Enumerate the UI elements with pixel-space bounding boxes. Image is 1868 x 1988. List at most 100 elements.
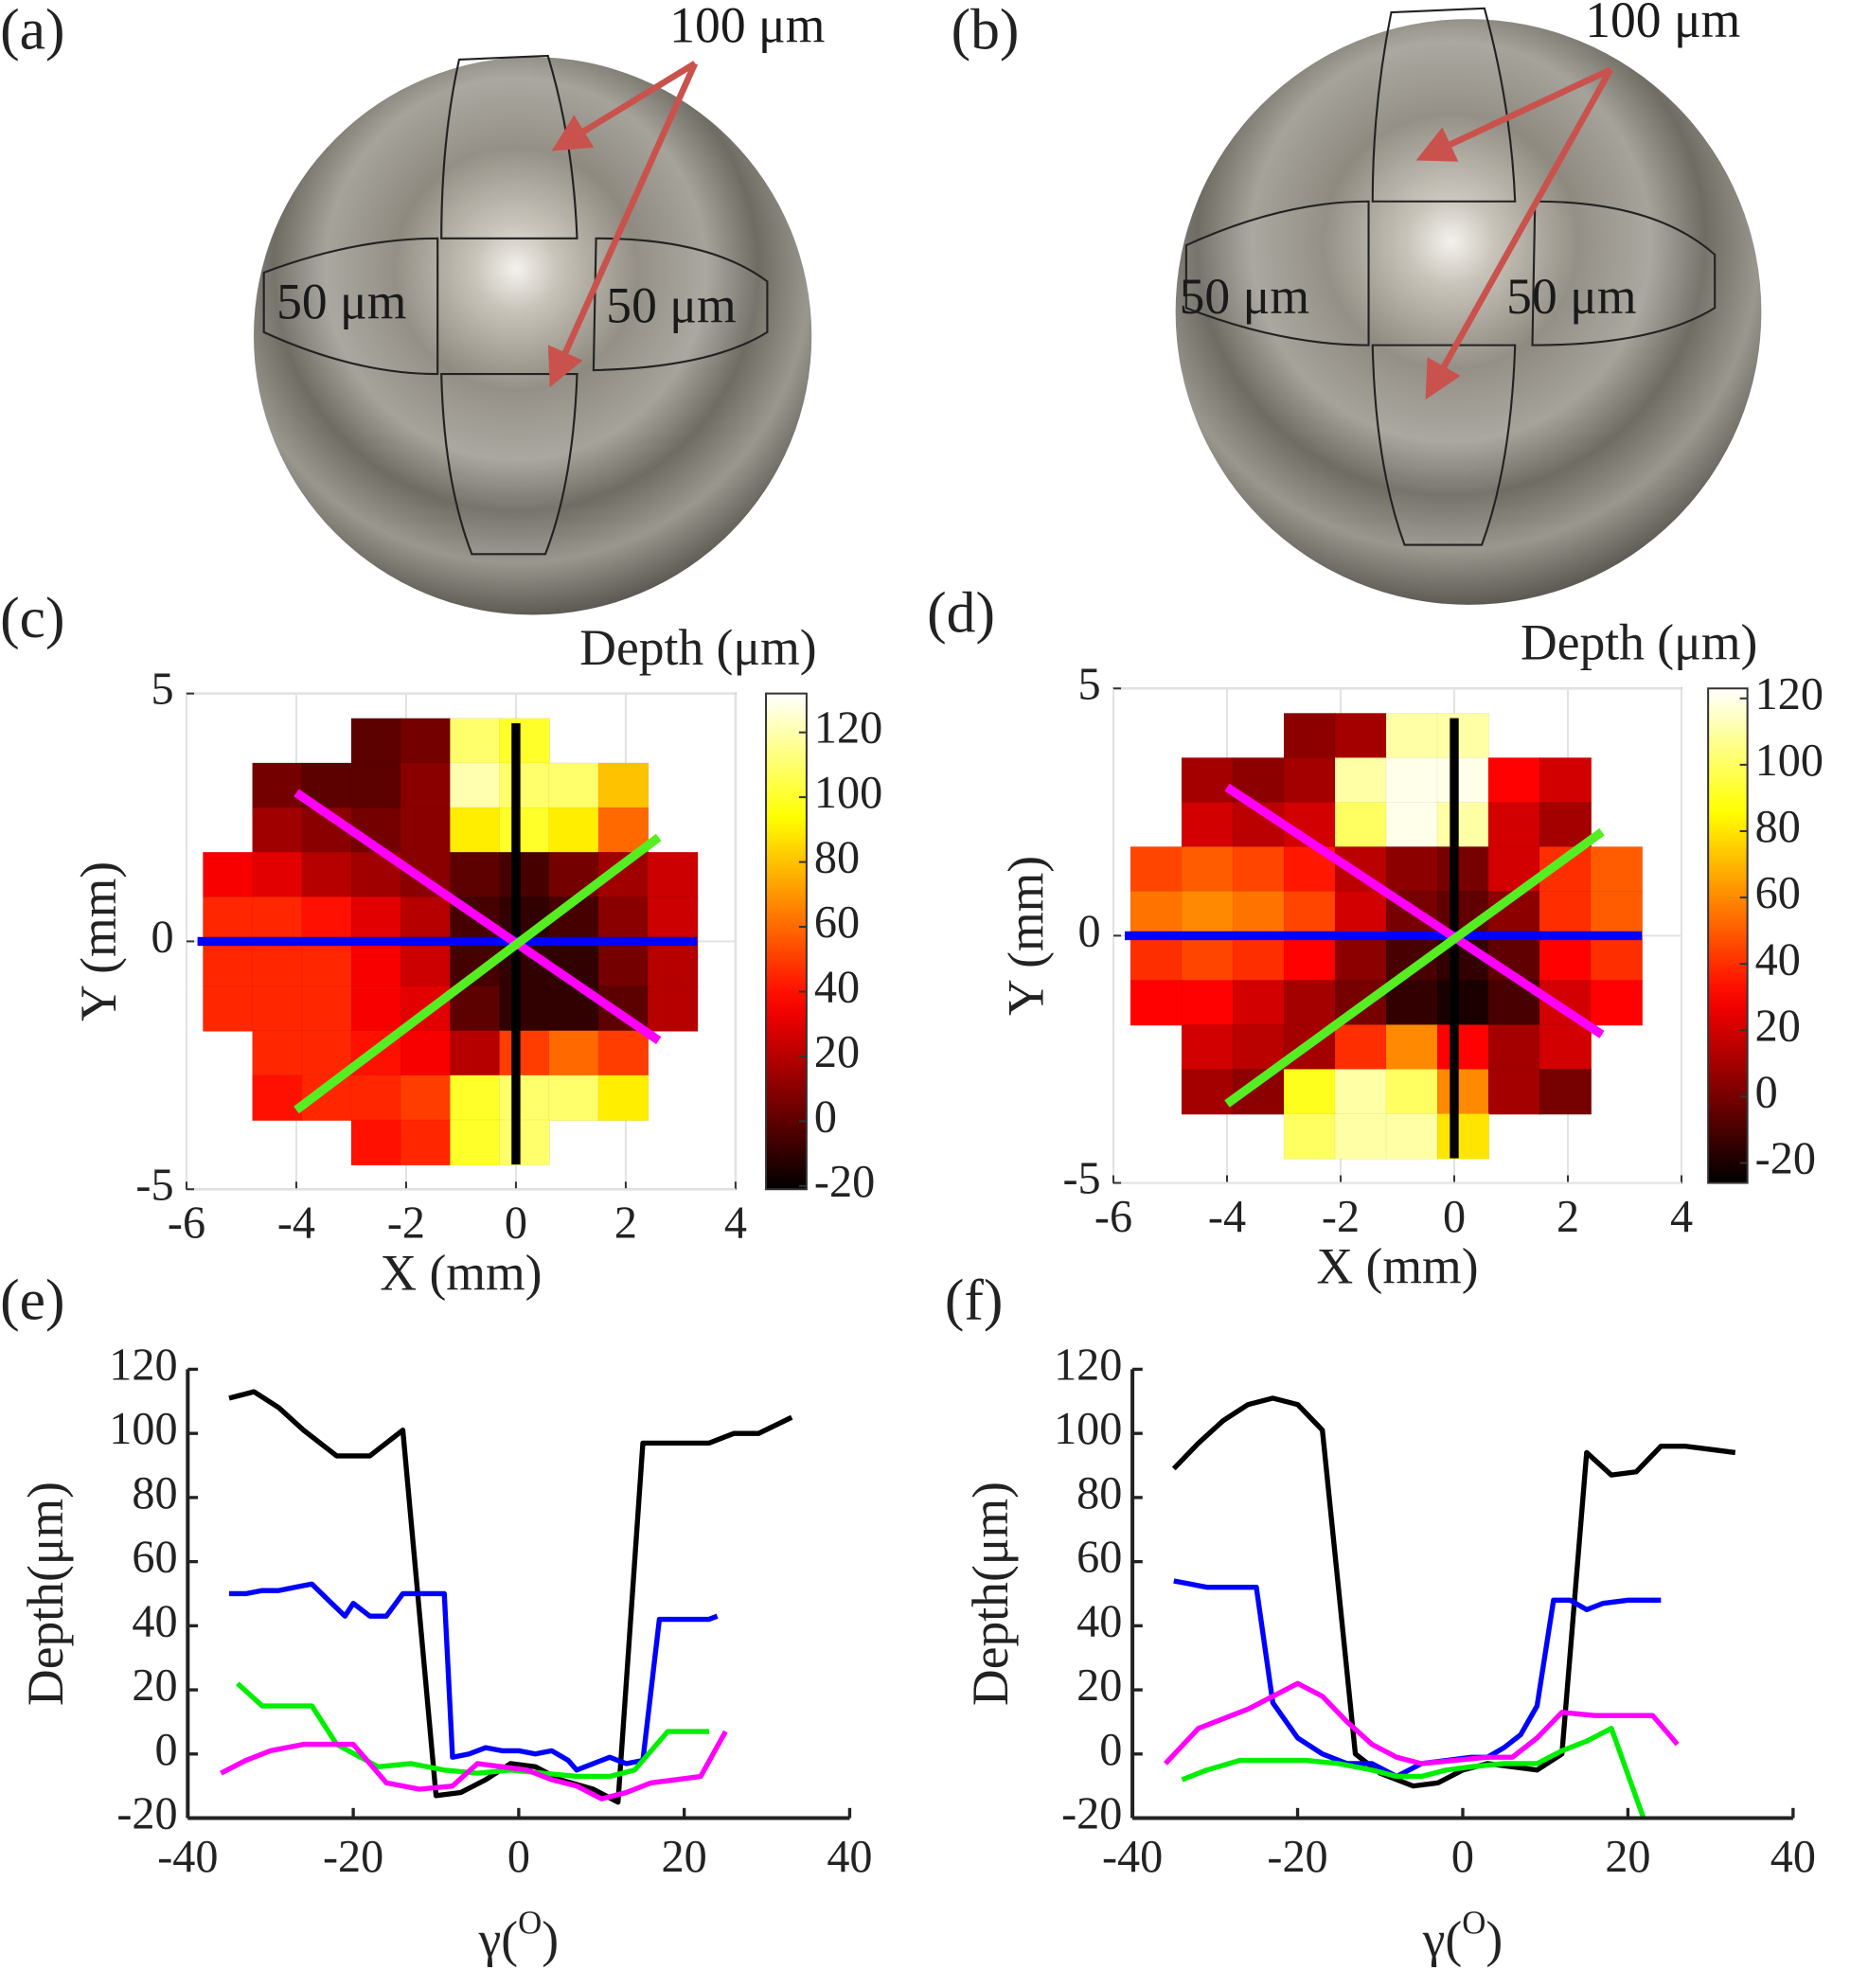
- heat-cell: [1334, 757, 1388, 804]
- profile-line: [1224, 827, 1605, 1108]
- y-axis-label: Depth(μm): [962, 1482, 1019, 1706]
- x-tick-label: 2: [1557, 1192, 1579, 1242]
- heat-cell: [1181, 935, 1235, 982]
- heat-cell: [350, 1074, 402, 1122]
- profile-line: [1224, 783, 1605, 1038]
- sphere-a: [253, 54, 812, 615]
- y-tick-label: -20: [116, 1789, 177, 1839]
- heat-cell: [350, 985, 402, 1032]
- data-line: [236, 1681, 709, 1780]
- heat-cell: [400, 807, 452, 854]
- y-tick-label: 5: [151, 665, 173, 715]
- heat-cell: [499, 718, 550, 765]
- x-tick-label: 0: [1451, 1832, 1474, 1882]
- panel-label: (b): [952, 0, 1020, 62]
- sphere: [253, 57, 812, 615]
- colorbar-tick-label: 60: [814, 897, 860, 948]
- heat-cell: [597, 941, 649, 987]
- heat-cell: [252, 1074, 303, 1122]
- heat-cell: [1487, 757, 1541, 804]
- x-tick-label: -40: [1102, 1832, 1163, 1882]
- width-label: 50 μm: [1506, 268, 1636, 325]
- heat-cell: [301, 851, 353, 898]
- colorbar: [1707, 687, 1749, 1184]
- depth-label: 100 μm: [1585, 0, 1740, 48]
- colorbar-tick-label: 80: [814, 833, 860, 883]
- heat-cell: [499, 1119, 550, 1166]
- heat-cell: [1181, 802, 1235, 848]
- heat-cell: [400, 762, 452, 809]
- y-tick-label: 40: [1076, 1596, 1122, 1646]
- arrows: [1415, 66, 1613, 400]
- heat-cell: [1385, 757, 1439, 804]
- x-axis-label: X (mm): [380, 1244, 542, 1301]
- heat-cell: [1590, 980, 1644, 1026]
- heat-cell: [597, 896, 649, 943]
- x-tick-label: 40: [1770, 1832, 1816, 1882]
- heat-cell: [1334, 1024, 1388, 1071]
- heat-cell: [400, 1074, 452, 1122]
- x-tick-label: -20: [1267, 1832, 1327, 1882]
- heat-cell: [1334, 891, 1388, 937]
- heat-cell: [350, 762, 402, 809]
- heat-cell: [499, 1030, 550, 1076]
- panel-label: (c): [0, 586, 64, 650]
- heat-cell: [252, 1030, 303, 1076]
- heat-cell: [400, 718, 452, 765]
- colorbar-tick-label: 20: [814, 1027, 860, 1077]
- x-tick-label: -40: [157, 1832, 218, 1882]
- heat-cell: [1385, 1113, 1439, 1160]
- heat-cell: [1283, 1069, 1337, 1115]
- heat-cell: [1334, 802, 1388, 848]
- x-axis-label-part: γ(: [1422, 1911, 1463, 1968]
- data-line: [228, 1389, 793, 1805]
- x-tick-label: 0: [1443, 1192, 1466, 1242]
- x-axis-label-part: γ(: [478, 1911, 519, 1968]
- heat-cell: [1181, 980, 1235, 1026]
- x-axis-label: X (mm): [1316, 1238, 1478, 1295]
- heat-cell: [1385, 980, 1439, 1026]
- x-tick-label: -2: [1322, 1192, 1360, 1242]
- heat-cell: [1232, 980, 1286, 1026]
- heat-cell: [350, 941, 402, 987]
- heat-cell: [1436, 713, 1490, 759]
- heat-cell: [1385, 802, 1439, 848]
- heat-cell: [647, 851, 699, 898]
- heat-cell: [301, 985, 353, 1032]
- heat-cell: [1283, 713, 1337, 759]
- heat-cell: [450, 1030, 501, 1076]
- colorbar-tick-label: 120: [1755, 669, 1824, 719]
- x-tick-label: -4: [1208, 1192, 1246, 1242]
- heat-cell: [1334, 1113, 1388, 1160]
- y-tick-label: 100: [109, 1404, 177, 1454]
- colorbar-tick-label: 100: [1755, 736, 1824, 786]
- heat-cell: [203, 941, 254, 987]
- x-tick-label: -6: [1094, 1192, 1132, 1242]
- x-tick-label: -4: [277, 1198, 315, 1248]
- heat-cell: [1130, 846, 1183, 893]
- colorbar: [765, 692, 808, 1191]
- heat-cell: [597, 807, 649, 854]
- heat-cell: [1283, 891, 1337, 937]
- heat-cell: [1130, 935, 1183, 982]
- heat-cell: [1436, 1069, 1490, 1115]
- heat-cell: [1181, 1024, 1235, 1071]
- heat-cell: [1436, 846, 1490, 893]
- y-tick-label: -5: [1062, 1154, 1100, 1204]
- x-axis-label: γ(O): [478, 1905, 560, 1968]
- heat-cell: [1232, 935, 1286, 982]
- heat-cell: [1487, 802, 1541, 848]
- heat-cell: [1539, 1024, 1592, 1071]
- x-tick-label: 4: [1670, 1192, 1693, 1242]
- heat-cell: [1130, 891, 1183, 937]
- heat-cell: [499, 762, 550, 809]
- heat-cell: [400, 941, 452, 987]
- depth-label: 100 μm: [669, 0, 825, 53]
- y-tick-label: 0: [1099, 1725, 1122, 1775]
- colorbar-tick-label: 80: [1755, 802, 1801, 852]
- heat-cell: [450, 718, 501, 765]
- heat-cell: [1232, 1024, 1286, 1071]
- profile-line: [294, 789, 662, 1045]
- colorbar-label: Depth (μm): [579, 619, 816, 676]
